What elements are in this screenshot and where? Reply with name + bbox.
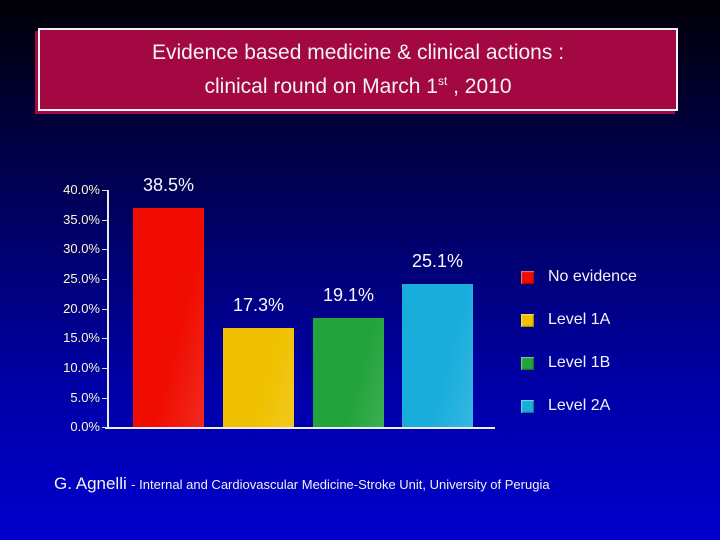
y-axis-tick-mark [102,308,107,310]
legend-item: Level 2A [521,397,610,415]
y-axis-tick-label: 5.0% [70,389,100,405]
bar-level-2a [402,284,473,427]
legend-item: Level 1B [521,354,610,372]
title-line2-superscript: st [437,74,448,88]
y-axis-tick-mark [102,249,107,251]
y-axis-tick-label: 20.0% [63,300,100,316]
bar-value-label: 25.1% [411,251,464,271]
bar-value-label: 38.5% [142,175,195,195]
y-axis-line [107,190,109,429]
footer-affiliation-text: - Internal and Cardiovascular Medicine-S… [131,477,550,492]
bar-no-evidence [133,208,204,427]
footer-author: G. Agnelli [54,474,127,493]
footer-credit: G. Agnelli - Internal and Cardiovascular… [54,474,694,494]
y-axis-tick-mark [102,190,107,191]
bar-value-label: 17.3% [232,295,285,315]
legend-swatch-icon [521,270,534,284]
legend-swatch-icon [521,313,534,327]
title-line2-text: clinical round on March 1 [204,75,438,98]
slide-title-line1: Evidence based medicine & clinical actio… [151,41,565,64]
legend-label: Level 1B [548,354,611,371]
y-axis-tick-mark [102,367,107,369]
x-axis-line [105,427,495,429]
y-axis-tick-label: 15.0% [63,330,100,346]
y-axis-tick-label: 35.0% [63,211,100,227]
legend-swatch-icon [521,356,534,370]
legend-label: Level 2A [548,397,611,414]
y-axis-tick-mark [102,397,107,399]
legend-label: No evidence [548,268,637,285]
legend-label: Level 1A [548,311,611,328]
y-axis-tick-label: 10.0% [63,359,100,375]
bar-value-label: 19.1% [322,285,375,305]
y-axis-tick-mark [102,338,107,340]
y-axis-tick-mark [102,427,107,429]
slide-title-line2: clinical round on March 1st , 2010 [40,67,676,101]
bar-level-1b [313,318,384,427]
bar-level-1a [223,328,294,427]
y-axis-tick-label: 30.0% [63,241,100,257]
legend-item: No evidence [521,268,637,286]
y-axis-tick-mark [102,278,107,280]
y-axis-tick-label: 40.0% [63,182,100,197]
y-axis-tick-mark [102,219,107,221]
footer-affiliation: - Internal and Cardiovascular Medicine-S… [131,477,549,492]
slide-title: Evidence based medicine & clinical actio… [38,28,678,111]
legend-item: Level 1A [521,311,610,329]
legend-swatch-icon [521,399,534,413]
y-axis-tick-label: 0.0% [70,419,100,435]
title-line2-suffix: , 2010 [447,75,512,98]
y-axis-tick-label: 25.0% [63,270,100,286]
